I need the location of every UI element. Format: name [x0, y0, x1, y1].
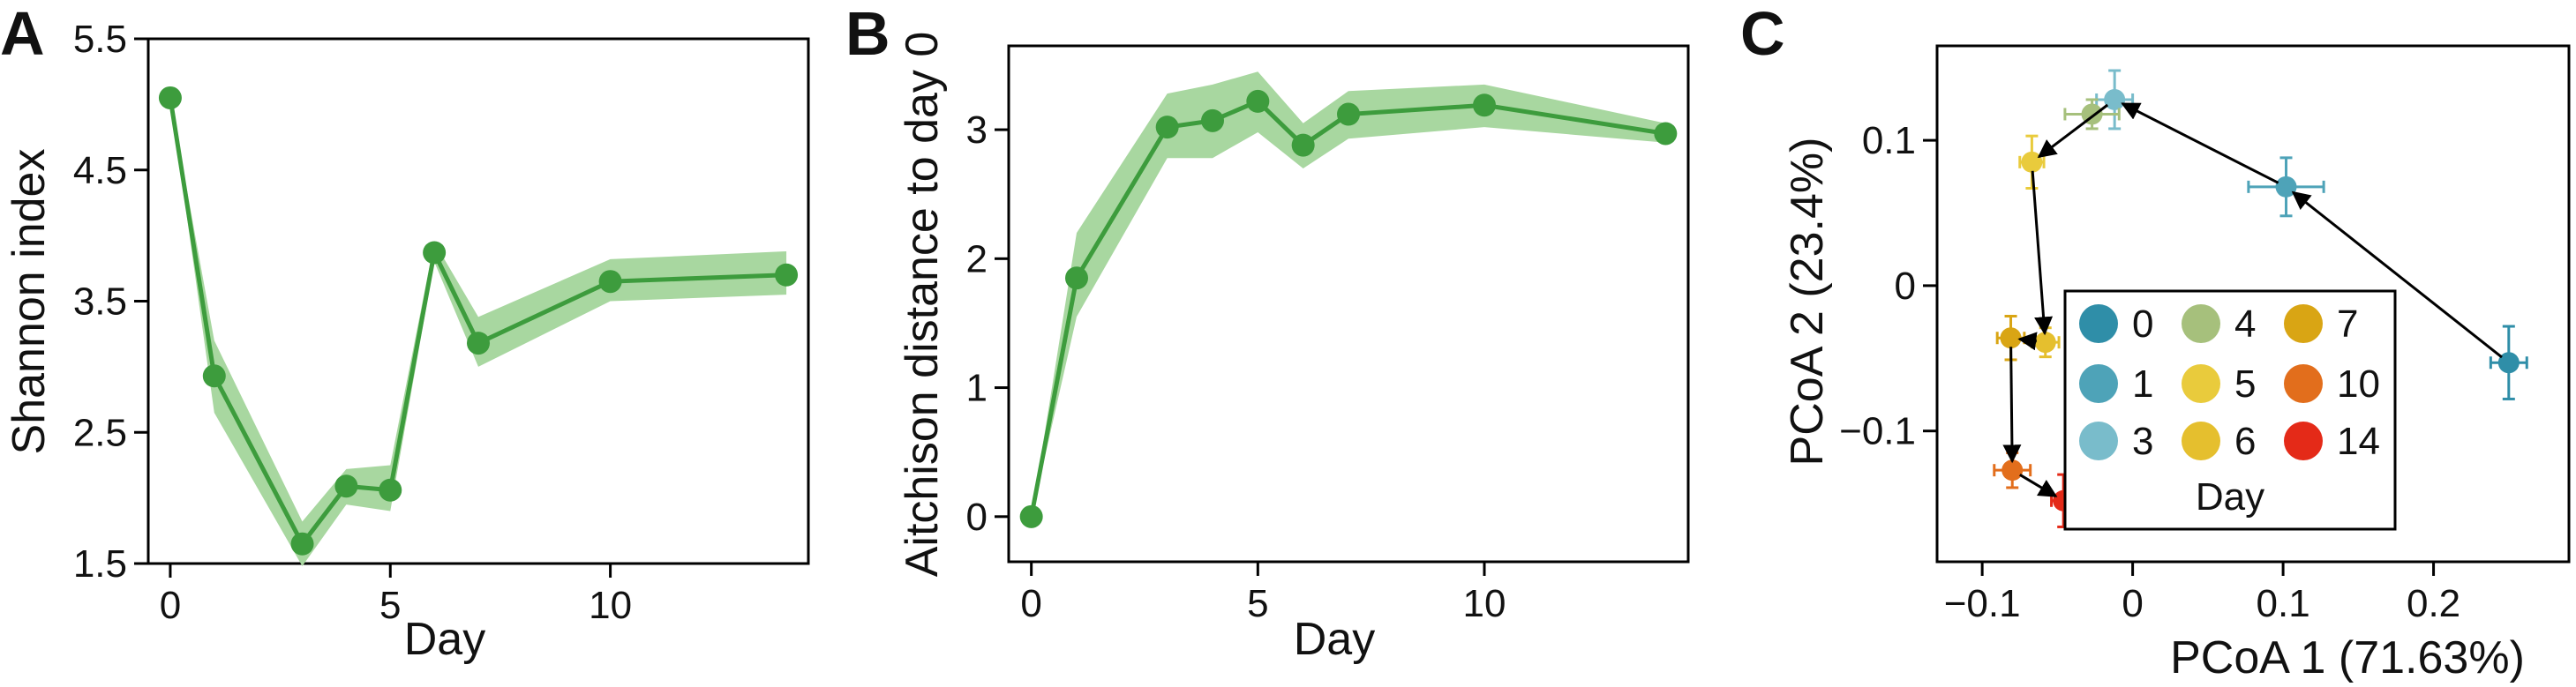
y-tick-label-a: 4.5 — [73, 149, 127, 192]
y-axis-label-c: PCoA 2 (23.4%) — [1782, 138, 1833, 467]
legend-swatch-day-1 — [2079, 364, 2118, 403]
y-tick-label-b: 3 — [966, 108, 988, 152]
legend-swatch-day-14 — [2284, 422, 2323, 460]
y-tick-label-a: 1.5 — [73, 542, 127, 586]
data-point-a — [598, 270, 622, 294]
panel-b: B 0 5 10 0 1 2 3 Day Aitchison distance to day… — [845, 0, 1690, 665]
legend: 0 4 7 1 5 10 3 6 14 Day — [2063, 289, 2397, 531]
x-tick-label-a: 5 — [379, 584, 401, 627]
legend-label-day-7: 7 — [2337, 302, 2358, 346]
data-point-b — [1246, 89, 1270, 113]
legend-label-day-1: 1 — [2132, 362, 2153, 406]
data-point-a — [158, 86, 182, 109]
y-tick-label-c: 0.1 — [1862, 119, 1916, 162]
x-tick-label-c: 0.2 — [2407, 582, 2460, 625]
data-point-a — [202, 364, 226, 388]
x-tick-label-b: 0 — [1020, 582, 1041, 625]
legend-swatch-day-4 — [2182, 304, 2220, 343]
legend-swatch-day-7 — [2284, 304, 2323, 343]
confidence-band-b — [1031, 71, 1666, 517]
data-point-b — [1201, 108, 1224, 132]
panel-a: A 0 5 10 1.5 2.5 3.5 4.5 5.5 Day Shannon index — [0, 0, 810, 665]
data-point-b — [1019, 504, 1043, 528]
data-point-b — [1337, 102, 1360, 126]
trajectory-arrow — [2031, 170, 2054, 336]
legend-swatch-day-5 — [2182, 364, 2220, 403]
x-tick-label-c: −0.1 — [1944, 582, 2021, 625]
x-tick-label-a: 0 — [160, 584, 181, 627]
trajectory-arrow — [2037, 103, 2109, 159]
y-tick-label-a: 2.5 — [73, 411, 127, 454]
y-tick-label-a: 5.5 — [73, 18, 127, 61]
data-point-a — [290, 532, 314, 556]
x-tick-label-a: 10 — [589, 584, 632, 627]
legend-label-day-14: 14 — [2337, 420, 2380, 463]
data-point-a — [467, 332, 490, 355]
data-point-b — [1473, 93, 1496, 117]
x-tick-label-c: 0 — [2122, 582, 2143, 625]
legend-entries: 0 4 7 1 5 10 3 6 14 — [2079, 302, 2380, 463]
legend-label-day-0: 0 — [2132, 302, 2153, 346]
legend-label-day-4: 4 — [2234, 302, 2256, 346]
x-tick-label-b: 5 — [1247, 582, 1268, 625]
x-axis-label-b: Day — [1294, 614, 1375, 665]
legend-swatch-day-3 — [2079, 422, 2118, 460]
legend-box — [2063, 289, 2397, 531]
data-point-a — [334, 474, 358, 498]
panel-letter-c: C — [1740, 0, 1785, 68]
pcoa-point-day-1 — [2275, 175, 2297, 198]
trajectory-arrow — [2002, 347, 2022, 464]
plot-area-a: 0 5 10 1.5 2.5 3.5 4.5 5.5 — [73, 18, 799, 627]
plot-area-b: 0 5 10 0 1 2 3 — [966, 71, 1678, 625]
data-point-b — [1065, 266, 1088, 290]
legend-swatch-day-10 — [2284, 364, 2323, 403]
x-axis-label-a: Day — [404, 614, 485, 665]
x-axis-label-c: PCoA 1 (71.63%) — [2170, 632, 2525, 683]
x-tick-label-c: 0.1 — [2257, 582, 2310, 625]
panel-letter-a: A — [0, 0, 45, 68]
legend-title: Day — [2196, 475, 2264, 519]
trajectory-arrow — [2291, 190, 2503, 359]
legend-label-day-3: 3 — [2132, 420, 2153, 463]
trajectory-arrow — [2019, 474, 2058, 497]
y-tick-label-c: 0 — [1895, 265, 1916, 308]
legend-swatch-day-0 — [2079, 304, 2118, 343]
data-point-b — [1291, 133, 1315, 157]
plot-frame-c — [1935, 44, 2571, 564]
plot-frame-b — [1007, 44, 1690, 564]
y-tick-label-b: 0 — [966, 496, 988, 539]
pcoa-point-day-0 — [2497, 352, 2520, 374]
legend-label-day-6: 6 — [2234, 420, 2256, 463]
y-tick-label-a: 3.5 — [73, 280, 127, 324]
data-point-a — [775, 263, 799, 287]
data-point-a — [423, 241, 447, 265]
pcoa-point-day-3 — [2104, 88, 2126, 110]
pcoa-point-day-6 — [2034, 332, 2056, 354]
x-tick-label-b: 10 — [1463, 582, 1506, 625]
pcoa-point-day-10 — [2001, 459, 2024, 482]
plot-frame-a — [146, 37, 810, 565]
plot-area-c: −0.1 0 0.1 0.2 −0.1 0 0.1 — [1839, 69, 2528, 625]
pcoa-point-day-7 — [2000, 327, 2022, 349]
trajectory-arrow — [2017, 332, 2038, 351]
y-tick-label-b: 2 — [966, 237, 988, 280]
data-point-a — [379, 478, 402, 502]
legend-swatch-day-6 — [2182, 422, 2220, 460]
pcoa-point-day-5 — [2021, 151, 2043, 173]
legend-label-day-5: 5 — [2234, 362, 2256, 406]
y-tick-label-c: −0.1 — [1839, 410, 1916, 453]
legend-label-day-10: 10 — [2337, 362, 2380, 406]
data-point-b — [1155, 116, 1179, 139]
trajectory-arrow — [2121, 102, 2279, 184]
y-axis-label-b: Aitchison distance to day 0 — [897, 32, 948, 578]
data-point-b — [1654, 122, 1678, 146]
panel-c: C −0.1 0 0.1 0.2 −0.1 0 0.1 PCoA 1 (71.63%) PC… — [1740, 0, 2571, 683]
y-tick-label-b: 1 — [966, 367, 988, 410]
panel-letter-b: B — [845, 0, 890, 68]
y-axis-label-a: Shannon index — [4, 149, 55, 455]
